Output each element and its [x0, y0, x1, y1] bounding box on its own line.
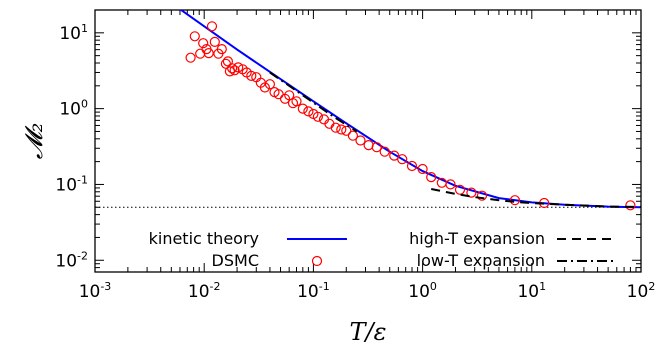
series-line-2 [431, 188, 641, 208]
dsmc-point [625, 200, 636, 211]
dsmc-point [222, 56, 233, 67]
dsmc-point [466, 187, 477, 198]
legend-label-dsmc: DSMC [212, 251, 259, 270]
y-tick-label: 10-2 [55, 249, 88, 271]
series-line-3 [269, 71, 358, 133]
x-tick-label: 10-1 [297, 280, 330, 302]
dsmc-point [224, 66, 235, 77]
dsmc-point [341, 125, 352, 136]
dsmc-point [336, 124, 347, 135]
y-tick-label: 10-1 [55, 173, 88, 195]
axis-ticks [94, 9, 642, 273]
legend-swatch-dsmc [311, 255, 323, 267]
dsmc-point [406, 160, 418, 172]
x-tick-label: 100 [408, 280, 437, 302]
y-tick-label: 100 [59, 98, 88, 120]
dsmc-point [246, 70, 257, 82]
dsmc-point [227, 63, 238, 74]
dsmc-point [195, 48, 206, 59]
dsmc-point [189, 31, 200, 42]
plot-frame [94, 9, 642, 273]
x-tick-label: 10-2 [188, 280, 221, 302]
dsmc-point [371, 142, 382, 153]
x-tick-label: 10-3 [79, 280, 112, 302]
dsmc-point [259, 82, 270, 93]
tick-labels: 10-3 10-2 10-1 100 101 102 10-2 10-1 100 101 [55, 22, 655, 302]
dsmc-point [229, 65, 240, 76]
dsmc-point [426, 172, 437, 183]
series-layer [179, 10, 641, 211]
legend-label-kinetic-theory: kinetic theory [149, 229, 259, 248]
dsmc-point [297, 103, 308, 114]
dsmc-point [454, 184, 466, 195]
x-axis-label: T/ε [350, 318, 387, 346]
dsmc-point [303, 106, 314, 117]
dsmc-point [216, 43, 227, 55]
dsmc-point [417, 163, 428, 175]
legend-label-low-t: low-T expansion [417, 251, 545, 270]
dsmc-point [330, 122, 341, 133]
dsmc-point [379, 146, 390, 157]
series-line-0 [179, 10, 641, 209]
dsmc-point [476, 190, 488, 201]
y-tick-label: 101 [59, 22, 88, 44]
dsmc-point [203, 47, 214, 59]
dsmc-point [347, 130, 358, 141]
dsmc-point [198, 38, 209, 49]
dsmc-point [312, 111, 323, 122]
dsmc-point [264, 79, 275, 90]
dsmc-point [355, 135, 366, 146]
legend: kinetic theory DSMC high-T expansion low… [149, 229, 617, 270]
dsmc-point [397, 154, 408, 165]
legend-label-high-t: high-T expansion [409, 229, 545, 248]
dsmc-point [209, 36, 220, 48]
x-tick-label: 102 [627, 280, 656, 302]
dsmc-point [233, 62, 244, 73]
x-tick-label: 101 [517, 280, 546, 302]
dsmc-point [509, 195, 521, 206]
y-axis-label: 𝓜₂ [20, 123, 48, 160]
dsmc-point [445, 179, 456, 190]
dsmc-point [291, 96, 302, 107]
dsmc-point [206, 21, 218, 32]
dsmc-point [185, 52, 196, 63]
